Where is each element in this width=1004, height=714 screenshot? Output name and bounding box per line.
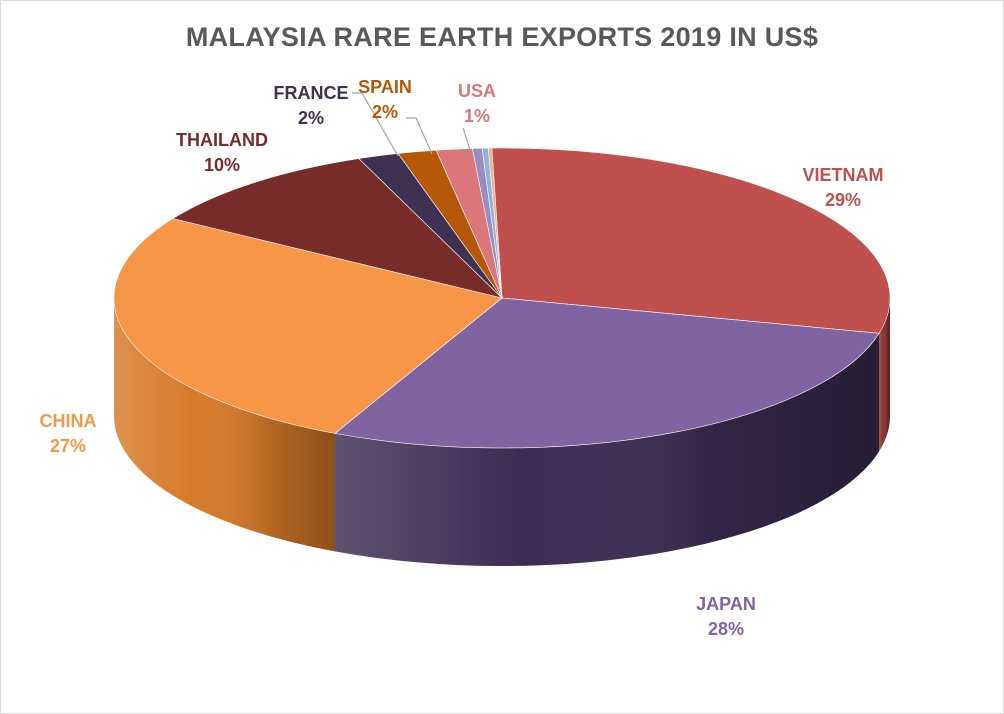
data-label-france: FRANCE (274, 83, 349, 103)
data-label-thailand: THAILAND (176, 130, 268, 150)
data-label-japan: JAPAN (696, 594, 756, 614)
data-label-percent-usa: 1% (464, 106, 490, 126)
pie-slice-minor-9 (487, 147, 503, 299)
data-label-percent-spain: 2% (372, 102, 398, 122)
pie-side-shade (879, 298, 890, 452)
data-label-percent-thailand: 10% (204, 155, 240, 175)
data-labels: VIETNAM 29% JAPAN 28% CHINA 27% THAILAND 10% FRA… (40, 77, 884, 639)
data-label-percent-japan: 28% (708, 619, 744, 639)
pie-side-shade (334, 333, 880, 566)
data-label-usa: USA (458, 81, 496, 101)
pie-tops (113, 147, 891, 449)
pie-slice-japan (334, 297, 880, 449)
data-label-china: CHINA (40, 411, 97, 431)
leader-lines (352, 92, 471, 157)
leader-line-usa (462, 127, 471, 151)
pie-slice-thailand (172, 158, 503, 299)
pie-sides (114, 298, 890, 566)
leader-line-spain (406, 117, 433, 155)
data-label-percent-china: 27% (50, 436, 86, 456)
pie-slice-china (113, 218, 503, 434)
leader-line-france (352, 92, 399, 157)
data-label-spain: SPAIN (358, 77, 412, 97)
data-label-percent-vietnam: 29% (825, 190, 861, 210)
pie-slice-vietnam (491, 147, 891, 334)
data-label-vietnam: VIETNAM (803, 165, 884, 185)
pie-side-shade (114, 298, 335, 552)
chart-title: MALAYSIA RARE EARTH EXPORTS 2019 IN US$ (185, 22, 819, 52)
data-label-percent-france: 2% (298, 108, 324, 128)
